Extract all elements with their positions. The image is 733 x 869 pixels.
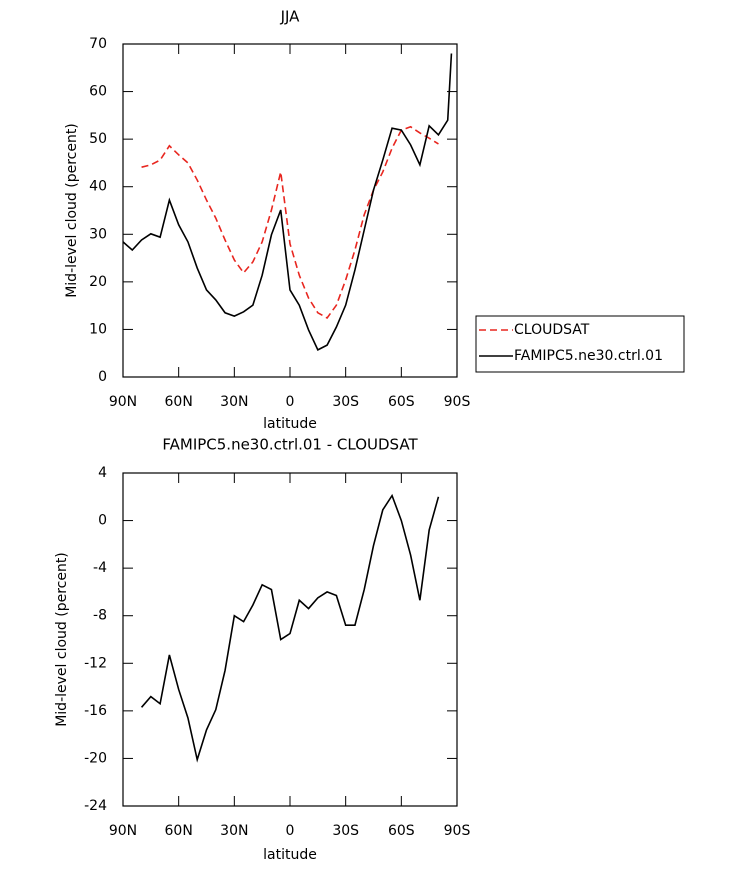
y-tick-label: 70 [89,36,107,52]
x-tick-label: 60S [388,823,415,839]
y-tick-label: 4 [98,465,107,481]
legend-label: CLOUDSAT [514,322,590,338]
x-tick-label: 60N [165,394,193,410]
x-tick-label: 60S [388,394,415,410]
y-tick-label: 20 [89,274,107,290]
y-tick-label: -12 [84,655,107,671]
plot-frame [122,472,458,807]
x-tick-label: 90S [444,394,471,410]
y-tick-label: -4 [93,560,107,576]
y-tick-label: 60 [89,84,107,100]
x-tick-label: 90N [109,394,137,410]
y-tick-label: -20 [84,750,107,766]
x-tick-label: 30S [332,394,359,410]
y-tick-label: 30 [89,226,107,242]
legend-box [475,315,685,373]
y-tick-label: 40 [89,179,107,195]
chart-title: FAMIPC5.ne30.ctrl.01 - CLOUDSAT [162,436,418,454]
x-tick-label: 60N [165,823,193,839]
x-tick-label: 30S [332,823,359,839]
y-tick-label: -16 [84,703,107,719]
legend-label: FAMIPC5.ne30.ctrl.01 [514,348,663,364]
y-tick-label: -24 [84,798,107,814]
x-axis-label: latitude [263,847,317,863]
y-axis-label: Mid-level cloud (percent) [64,123,80,298]
x-tick-label: 90S [444,823,471,839]
y-axis-label: Mid-level cloud (percent) [54,552,70,727]
x-axis-label: latitude [263,416,317,432]
x-tick-label: 90N [109,823,137,839]
x-tick-label: 0 [286,394,295,410]
y-tick-label: 0 [98,513,107,529]
y-tick-label: 0 [98,369,107,385]
y-tick-label: 10 [89,321,107,337]
data-line [140,493,440,763]
y-tick-label: -8 [93,608,107,624]
data-line [122,53,453,351]
y-tick-label: 50 [89,131,107,147]
data-line [141,125,439,320]
x-tick-label: 30N [220,823,248,839]
x-tick-label: 30N [220,394,248,410]
chart-title: JJA [280,8,301,26]
x-tick-label: 0 [286,823,295,839]
